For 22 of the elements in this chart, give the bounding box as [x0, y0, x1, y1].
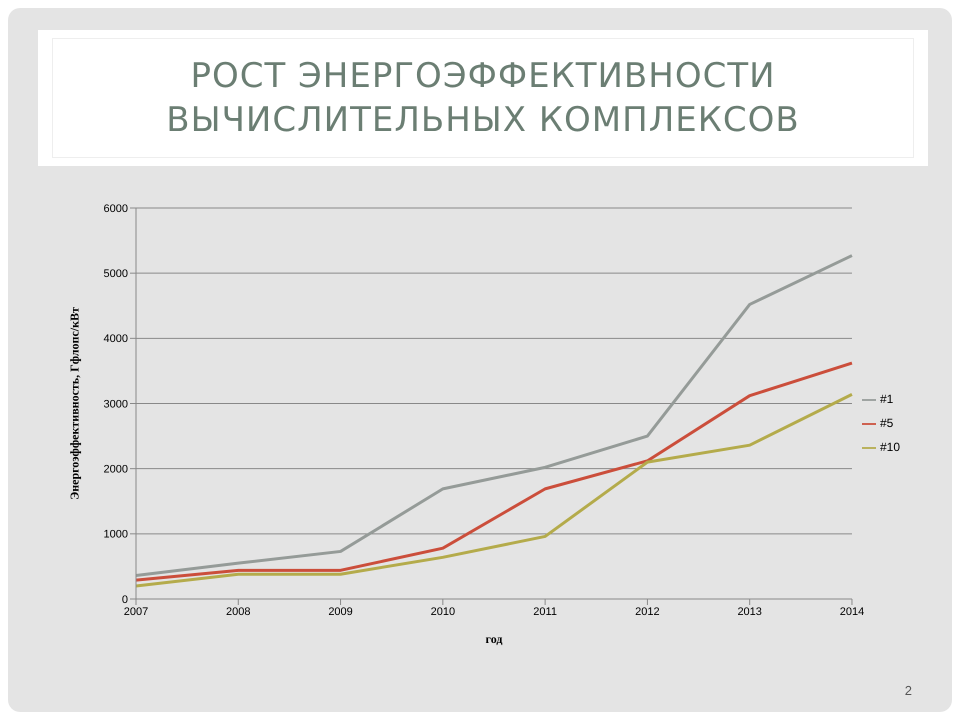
legend-label: #1 — [880, 392, 894, 406]
y-tick-label: 3000 — [104, 398, 128, 410]
y-tick-label: 5000 — [104, 268, 128, 280]
y-tick-label: 0 — [122, 594, 128, 606]
legend-label: #5 — [880, 416, 894, 430]
x-tick-label: 2007 — [124, 606, 148, 618]
legend-label: #10 — [880, 440, 900, 454]
x-tick-label: 2011 — [533, 606, 557, 618]
x-tick-label: 2008 — [226, 606, 251, 618]
y-axis-title: Энергоэффективность, Гфлопс/кВт — [67, 306, 82, 500]
x-axis-title: год — [486, 632, 502, 646]
x-tick-label: 2009 — [328, 606, 353, 618]
text: 2 — [904, 683, 912, 698]
x-tick-label: 2012 — [635, 606, 660, 618]
chart-title: РОСТ ЭНЕРГОЭФФЕКТИВНОСТИ ВЫЧИСЛИТЕЛЬНЫХ КОМПЛЕКСОВ — [165, 55, 801, 142]
x-tick-label: 2013 — [737, 606, 762, 618]
x-tick-label: 2014 — [840, 606, 864, 618]
y-tick-label: 4000 — [104, 333, 128, 346]
y-tick-label: 6000 — [104, 202, 128, 215]
y-tick-label: 1000 — [104, 528, 128, 541]
y-tick-label: 2000 — [104, 464, 128, 476]
x-tick-label: 2010 — [430, 606, 456, 618]
